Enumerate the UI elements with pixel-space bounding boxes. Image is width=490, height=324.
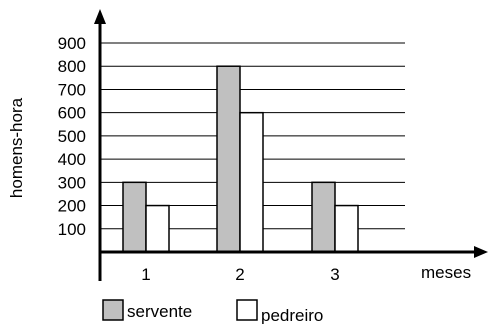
y-tick-label-200: 200 [58,197,86,216]
x-tick-label-3: 3 [330,265,339,284]
y-tick-label-300: 300 [58,173,86,192]
y-tick-label-900: 900 [58,34,86,53]
y-tick-label-600: 600 [58,104,86,123]
bar-pedreiro-3 [334,204,359,253]
y-axis-title: homens-hora [7,97,26,198]
y-tick-label-400: 400 [58,150,86,169]
x-axis-arrow [474,246,488,258]
legend-swatch-pedreiro [236,299,258,321]
bar-pedreiro-2 [239,111,264,253]
axes [94,9,488,281]
x-tick-label-2: 2 [235,265,244,284]
x-tick-labels: 1 2 3 [141,265,339,284]
y-tick-label-500: 500 [58,127,86,146]
legend-label-pedreiro: pedreiro [261,306,323,324]
bar-pedreiro-1 [145,204,170,253]
x-axis-title: meses [421,263,471,282]
y-tick-label-700: 700 [58,80,86,99]
bars [122,65,359,253]
y-tick-labels: 100 200 300 400 500 600 700 800 900 [58,34,86,239]
y-tick-label-800: 800 [58,57,86,76]
bar-servente-3 [311,181,336,253]
x-tick-label-1: 1 [141,265,150,284]
bar-servente-2 [216,65,241,253]
y-axis-arrow [94,9,106,24]
legend-swatch-servente [102,299,124,321]
bar-servente-1 [122,181,147,253]
y-tick-label-100: 100 [58,220,86,239]
legend: servente pedreiro [102,299,323,324]
legend-label-servente: servente [127,302,192,321]
